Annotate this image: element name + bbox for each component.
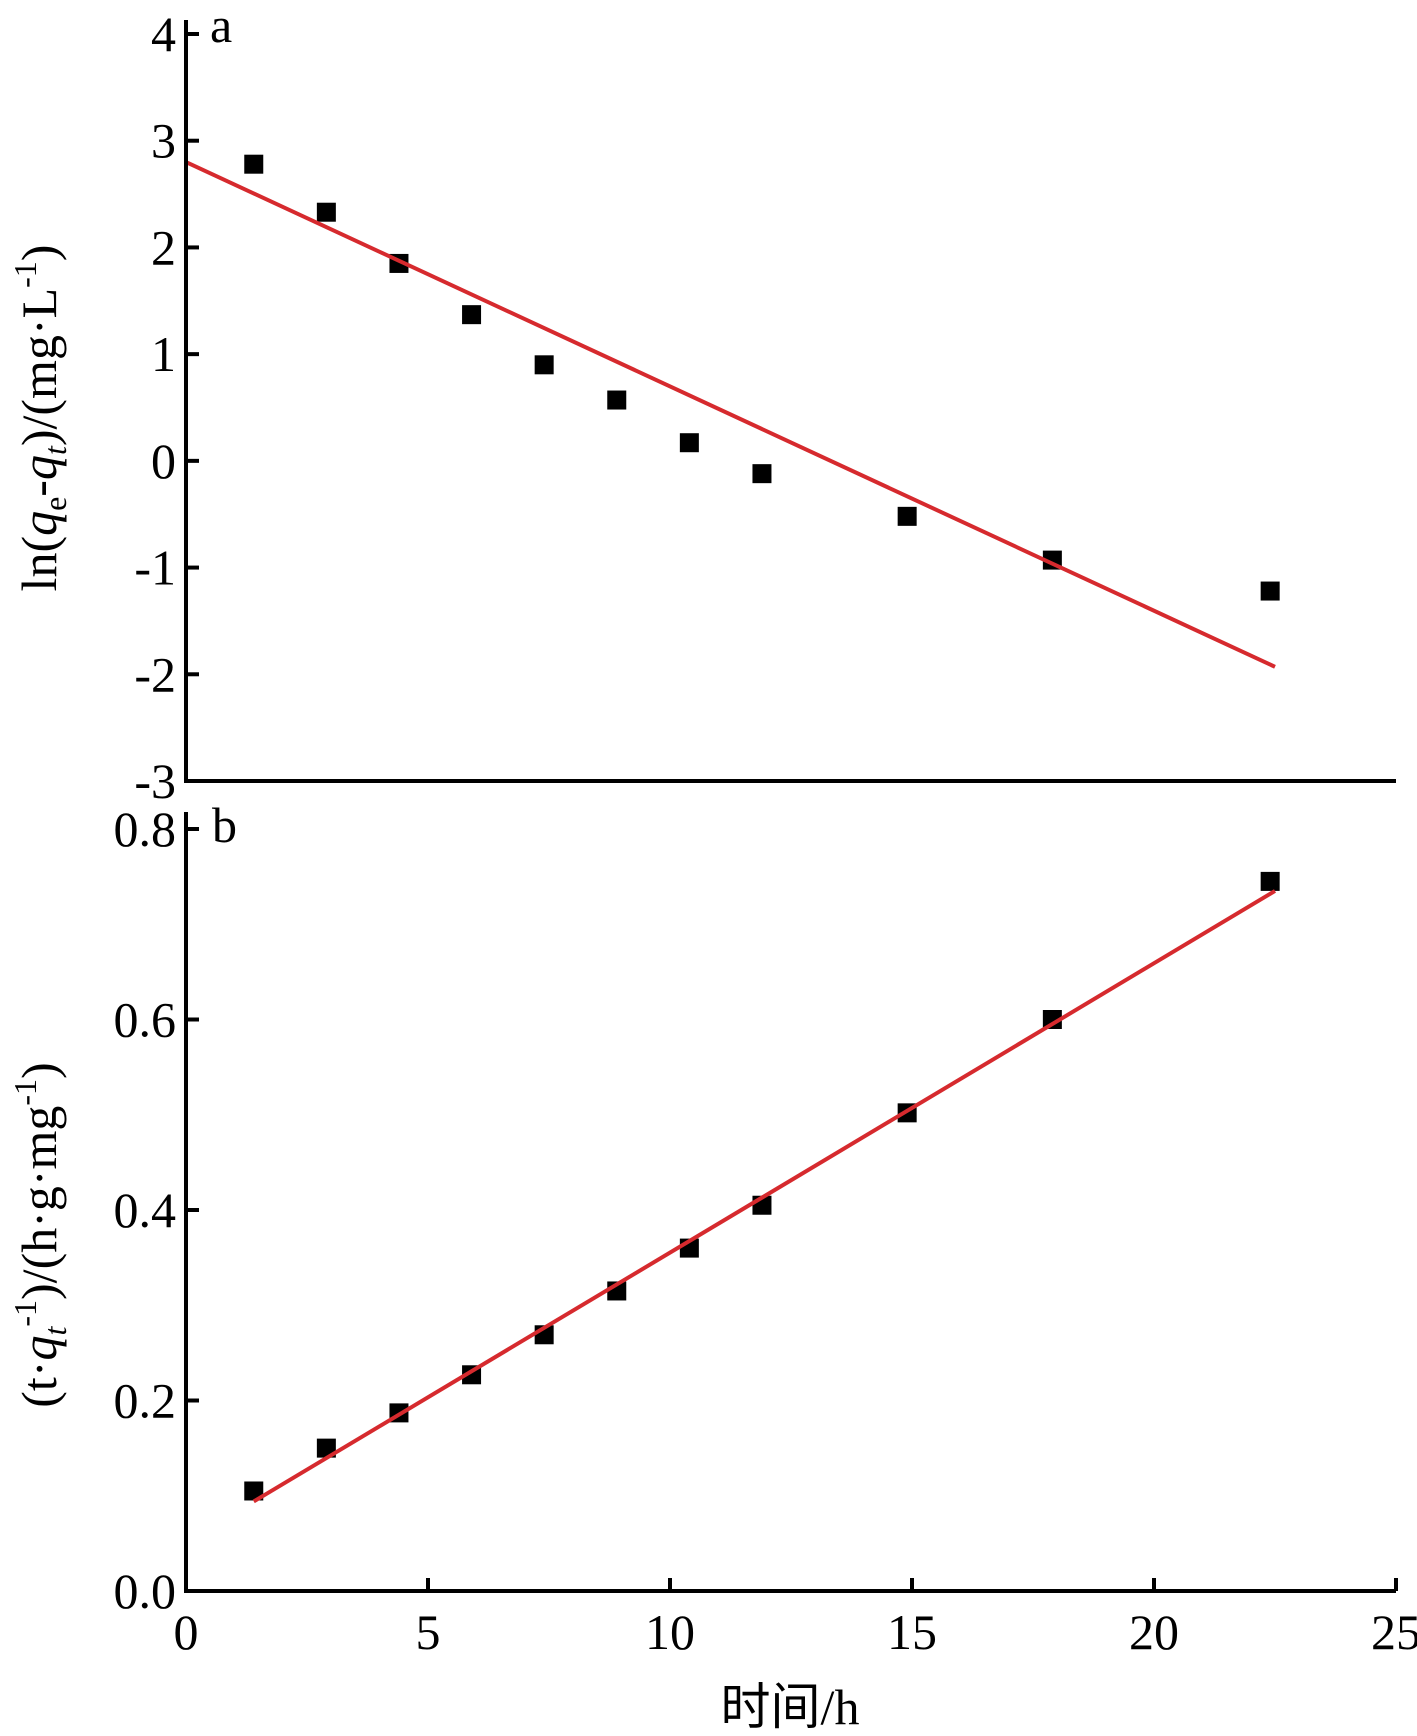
panel-a-y-ticks: -3 -2 -1 0 1 2 3 4 bbox=[134, 6, 199, 809]
panel-b-fit-line bbox=[252, 889, 1277, 1504]
panel-b-letter: b bbox=[212, 797, 237, 853]
data-point bbox=[462, 305, 482, 325]
y-tick-label: 0.0 bbox=[114, 1563, 177, 1619]
y-tick-label: -3 bbox=[134, 753, 176, 809]
panel-b-y-ticks: 0.0 0.2 0.4 0.6 0.8 bbox=[114, 801, 199, 1619]
x-tick-label: 25 bbox=[1371, 1604, 1417, 1660]
panel-a: -3 -2 -1 0 1 2 3 4 a ln(qe-qt)/(mg·L-1) bbox=[7, 0, 1280, 809]
data-point bbox=[752, 464, 772, 484]
x-tick-label: 20 bbox=[1129, 1604, 1179, 1660]
data-point bbox=[1042, 1010, 1062, 1029]
panel-b-x-ticks: 0 5 10 15 20 25 bbox=[174, 1578, 1417, 1660]
panel-a-fit-line bbox=[185, 160, 1276, 669]
x-tick-label: 10 bbox=[645, 1604, 695, 1660]
panel-a-y-axis-title: ln(qe-qt)/(mg·L-1) bbox=[7, 245, 73, 592]
y-tick-label: 0.4 bbox=[114, 1182, 177, 1238]
x-tick-label: 5 bbox=[416, 1604, 441, 1660]
x-axis-title: 时间/h bbox=[721, 1679, 860, 1735]
y-tick-label: 0 bbox=[151, 433, 176, 489]
data-point bbox=[607, 390, 627, 410]
panel-b-data-points bbox=[244, 871, 1280, 1501]
x-tick-label: 15 bbox=[887, 1604, 937, 1660]
data-point bbox=[316, 1438, 336, 1458]
data-point bbox=[679, 433, 699, 453]
panel-a-data-points bbox=[244, 154, 1280, 601]
y-tick-label: -1 bbox=[134, 540, 176, 596]
panel-a-letter: a bbox=[210, 0, 232, 53]
data-point bbox=[1260, 871, 1280, 891]
panel-b: 0.0 0.2 0.4 0.6 0.8 0 5 10 15 20 25 b (t·qt-1)/(h… bbox=[7, 797, 1417, 1735]
y-tick-label: 4 bbox=[151, 6, 176, 62]
data-point bbox=[534, 355, 554, 375]
y-tick-label: 1 bbox=[151, 326, 176, 382]
y-tick-label: 0.6 bbox=[114, 992, 177, 1048]
data-point bbox=[1260, 581, 1280, 601]
data-point bbox=[316, 202, 336, 222]
data-point bbox=[244, 1481, 264, 1501]
y-tick-label: 3 bbox=[151, 113, 176, 169]
data-point bbox=[244, 154, 264, 174]
data-point bbox=[897, 506, 917, 526]
y-tick-label: 0.2 bbox=[114, 1373, 177, 1429]
x-tick-label: 0 bbox=[174, 1604, 199, 1660]
y-tick-label: -2 bbox=[134, 646, 176, 702]
y-tick-label: 2 bbox=[151, 219, 176, 275]
panel-b-y-axis-title: (t·qt-1)/(h·g·mg-1) bbox=[7, 1062, 73, 1407]
y-tick-label: 0.8 bbox=[114, 801, 177, 857]
